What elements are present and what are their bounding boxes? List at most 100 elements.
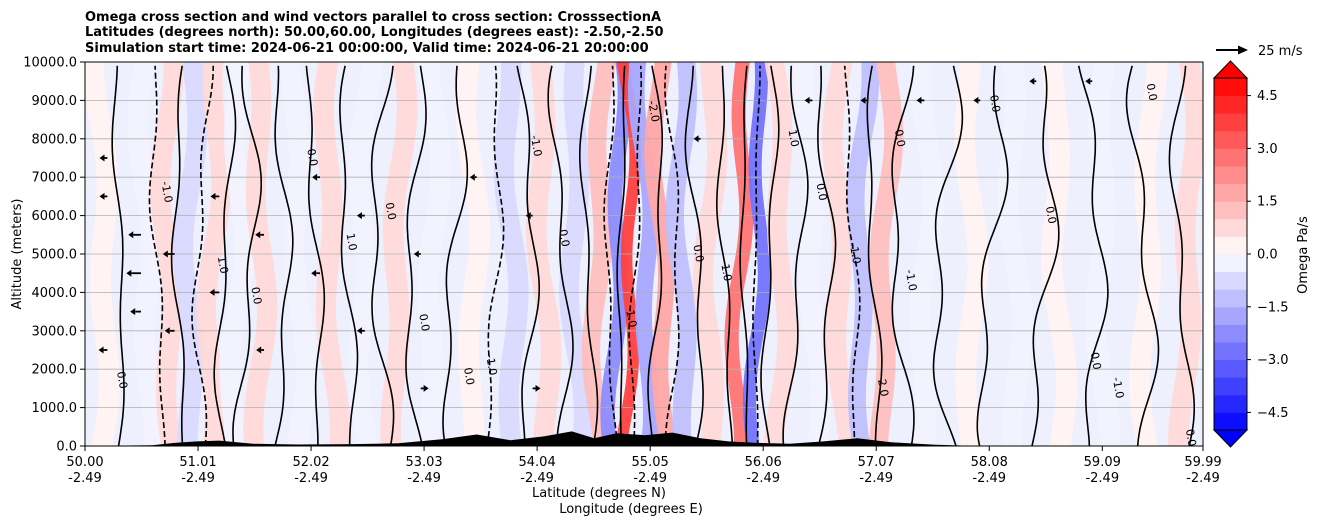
contour-label: 0.0 [1144, 82, 1160, 101]
omega-contour-lines [111, 65, 1195, 446]
contour-line [170, 65, 185, 446]
contour-line [305, 65, 326, 446]
wind-vector-head [164, 327, 170, 335]
contour-label: -1.0 [903, 269, 920, 292]
contour-line [932, 65, 964, 446]
colorbar-segment [1214, 324, 1247, 343]
contour-label: 0.0 [690, 244, 706, 263]
colorbar: −4.5 −3.0 −1.5 0.0 1.5 3.0 4.5 [1212, 60, 1289, 448]
contour-line [866, 65, 883, 446]
colorbar-segment [1214, 342, 1247, 361]
contour-label: 0.0 [416, 313, 432, 332]
contour-line [1031, 65, 1060, 446]
x-tick-label-latitude: 53.03 [405, 455, 442, 470]
colorbar-segment [1214, 218, 1247, 237]
x-tick-label-longitude: -2.49 [68, 471, 102, 486]
contour-label: 0.0 [114, 370, 130, 389]
colorbar-segment [1214, 377, 1247, 396]
contour-label: 0.0 [1088, 351, 1104, 370]
contour-line-negative [603, 65, 619, 446]
wind-vector-head [693, 135, 699, 143]
x-tick-label-longitude: -2.49 [746, 471, 780, 486]
wind-vector-head [130, 308, 136, 316]
wind-vector-head [356, 327, 362, 335]
contour-line [715, 65, 734, 446]
wind-vector-head [413, 250, 419, 258]
quiver-key-label: 25 m/s [1258, 44, 1303, 59]
colorbar-segment [1214, 394, 1247, 413]
contour-line [760, 65, 780, 446]
x-tick-label-longitude: -2.49 [859, 471, 893, 486]
contour-line-negative [486, 65, 505, 446]
colorbar-segment [1214, 412, 1247, 431]
contour-label: -1.0 [847, 242, 864, 265]
colorbar-segment [1214, 236, 1247, 255]
colorbar-tick-label: 3.0 [1257, 142, 1278, 157]
wind-vector-head [99, 192, 105, 200]
contour-line [370, 65, 395, 446]
x-axis-label-latitude: Latitude (degrees N) [532, 486, 666, 501]
horizontal-gridlines [85, 100, 1203, 409]
contour-line [516, 65, 540, 446]
colorbar-segment [1214, 166, 1247, 185]
wind-vector-head [209, 288, 215, 296]
quiver-key-arrowhead-icon [1238, 45, 1248, 55]
y-tick-label: 4000.0 [32, 286, 78, 301]
x-tick-label-longitude: -2.49 [520, 471, 554, 486]
colorbar-segment [1214, 148, 1247, 167]
contour-line [232, 65, 262, 446]
wind-vector-head [535, 384, 541, 392]
x-tick-label-latitude: 51.01 [179, 455, 216, 470]
omega-band [742, 62, 771, 446]
wind-vector-head [256, 346, 262, 354]
wind-vector-head [804, 96, 810, 104]
contour-line [442, 65, 469, 446]
x-tick-label-latitude: 54.04 [519, 455, 556, 470]
contour-label: 1.0 [344, 232, 360, 251]
wind-vector-head [311, 269, 317, 277]
wind-vector-head [973, 96, 979, 104]
contour-label: -1.0 [483, 353, 500, 376]
x-tick-label-longitude: -2.49 [294, 471, 328, 486]
wind-vector-head [99, 154, 105, 162]
contour-line-negative [628, 65, 642, 446]
contour-line-negative [191, 65, 214, 446]
contour-line [782, 65, 809, 446]
wind-vector-head [1085, 77, 1091, 85]
contour-line [684, 65, 704, 446]
chart-title-line-2: Latitudes (degrees north): 50.00,60.00, … [85, 25, 664, 40]
colorbar-segment [1214, 254, 1247, 273]
contour-label: -1.0 [528, 134, 545, 157]
y-tick-label: 8000.0 [32, 132, 78, 147]
wind-vector-head [162, 250, 168, 258]
wind-vector-head [860, 96, 866, 104]
y-axis-ticks: 0.0 1000.0 2000.0 3000.0 4000.0 5000.0 6000.0 7… [23, 56, 85, 455]
contour-label: 0.0 [814, 182, 830, 201]
colorbar-segment [1214, 183, 1247, 202]
contour-label: 0.0 [892, 128, 908, 147]
colorbar-segment [1214, 130, 1247, 149]
wind-vector-head [1029, 77, 1035, 85]
chart-title-line-3: Simulation start time: 2024-06-21 00:00:… [85, 41, 649, 56]
colorbar-label: Omega Pa/s [1296, 216, 1311, 294]
y-tick-label: 0.0 [56, 440, 77, 455]
contour-line [547, 65, 574, 446]
colorbar-segment [1214, 113, 1247, 132]
contour-line [616, 65, 626, 446]
quiver-key: 25 m/s [1216, 44, 1303, 59]
contour-label: 0.0 [383, 201, 399, 220]
x-tick-label-latitude: 59.99 [1184, 455, 1221, 470]
contour-label: 0.0 [556, 228, 572, 247]
contour-label: -1.0 [1110, 376, 1127, 399]
y-tick-label: 3000.0 [32, 324, 78, 339]
colorbar-extend-max [1212, 60, 1249, 79]
colorbar-tick-label: 1.5 [1257, 195, 1278, 210]
contour-line [213, 65, 237, 446]
x-tick-label-longitude: -2.49 [407, 471, 441, 486]
wind-vector-head [255, 231, 261, 239]
x-axis-ticks: 50.00-2.4951.01-2.4952.02-2.4953.03-2.49… [66, 446, 1222, 486]
y-tick-label: 1000.0 [32, 401, 78, 416]
x-tick-label-longitude: -2.49 [972, 471, 1006, 486]
wind-vector-head [98, 346, 104, 354]
colorbar-tick-label: 0.0 [1257, 248, 1278, 263]
